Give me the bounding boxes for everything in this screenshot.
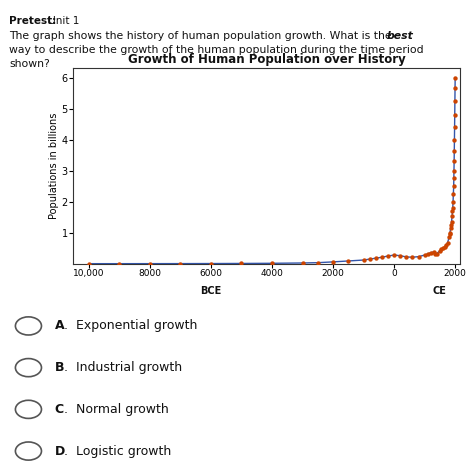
Text: best: best [386,31,413,41]
Point [421,252,428,259]
Title: Growth of Human Population over History: Growth of Human Population over History [128,53,405,66]
Point [450,158,458,165]
Point [207,260,215,268]
Point [427,249,435,256]
Point [237,260,245,267]
Point [360,256,367,264]
Point [433,250,441,257]
Point [441,243,448,251]
Point [436,247,444,254]
Point [448,212,456,219]
Point [448,218,456,226]
Point [445,234,453,241]
Point [444,239,451,246]
Point [299,259,306,267]
Point [450,167,458,174]
Point [390,252,398,259]
Point [372,254,380,262]
Point [366,255,374,263]
Point [439,244,447,252]
Text: .  Industrial growth: . Industrial growth [64,361,182,374]
Point [451,85,459,92]
Point [438,246,445,253]
Point [450,182,457,190]
Point [451,123,458,131]
Point [345,257,352,265]
Point [449,198,457,205]
Point [424,250,431,258]
Point [146,260,154,268]
Point [446,230,454,238]
Point [451,74,459,81]
Point [451,136,458,144]
Point [329,258,337,266]
Point [116,260,123,268]
Point [442,241,450,249]
Text: way to describe the growth of the human population during the time period: way to describe the growth of the human … [9,45,424,55]
Point [85,260,92,268]
Text: shown?: shown? [9,59,50,69]
Point [449,190,457,198]
Text: .  Exponential growth: . Exponential growth [64,319,197,333]
Point [268,260,276,267]
Point [430,248,438,256]
Text: The graph shows the history of human population growth. What is the: The graph shows the history of human pop… [9,31,396,41]
Point [396,252,404,260]
Point [450,175,457,182]
Point [402,253,410,261]
Text: C: C [55,403,64,416]
Text: BCE: BCE [201,286,221,296]
Point [415,253,422,260]
Text: .  Logistic growth: . Logistic growth [64,445,171,457]
Point [314,259,321,267]
Text: .  Normal growth: . Normal growth [64,403,169,416]
Point [431,251,439,258]
Text: A: A [55,319,64,333]
Text: CE: CE [433,286,447,296]
Text: Pretest:: Pretest: [9,16,57,26]
Point [447,224,455,232]
Point [451,111,458,119]
Point [384,252,392,260]
Text: Unit 1: Unit 1 [45,16,80,26]
Point [447,221,455,229]
Text: B: B [55,361,64,374]
Point [446,229,454,236]
Point [409,253,416,261]
Point [378,253,386,261]
Point [449,207,456,215]
Y-axis label: Populations in billions: Populations in billions [49,113,59,219]
Point [451,97,459,105]
Point [449,204,456,211]
Point [176,260,184,268]
Point [450,147,458,154]
Text: D: D [55,445,65,457]
